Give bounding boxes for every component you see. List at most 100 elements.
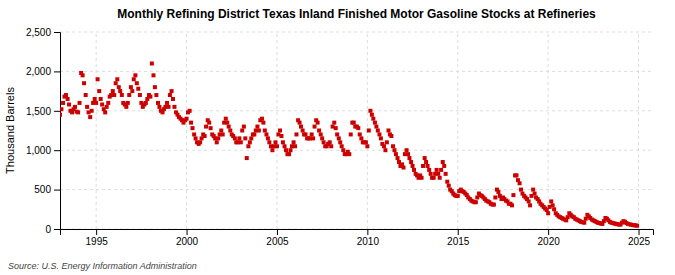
- point: [99, 97, 103, 101]
- point: [106, 101, 110, 105]
- x-grid-line: [548, 32, 549, 229]
- point: [135, 81, 139, 85]
- x-tick-label: 2010: [357, 236, 380, 247]
- point: [228, 129, 232, 133]
- point: [445, 180, 449, 184]
- point: [61, 101, 65, 105]
- point: [370, 113, 374, 117]
- point: [379, 136, 383, 140]
- point: [124, 105, 128, 109]
- y-tick-mark: [54, 150, 60, 151]
- y-tick: 2,000: [26, 66, 60, 77]
- y-axis-line: [54, 33, 61, 230]
- y-tick-label: 500: [34, 184, 51, 195]
- point: [347, 152, 351, 156]
- point: [358, 132, 362, 136]
- point: [88, 115, 92, 119]
- point: [292, 140, 296, 144]
- point: [215, 140, 219, 144]
- point: [130, 89, 134, 93]
- point: [225, 121, 229, 125]
- point: [81, 73, 85, 77]
- point: [60, 107, 63, 111]
- x-tick: 2025: [628, 229, 651, 247]
- point: [377, 132, 381, 136]
- point: [329, 144, 333, 148]
- point: [421, 164, 425, 168]
- point: [338, 140, 342, 144]
- point: [249, 136, 253, 140]
- point: [510, 203, 514, 207]
- y-grid-line: [60, 150, 653, 151]
- x-tick-mark: [187, 229, 188, 235]
- x-tick-mark: [96, 229, 97, 235]
- point: [385, 140, 389, 144]
- point: [406, 152, 410, 156]
- point: [493, 195, 497, 199]
- point: [301, 129, 305, 133]
- point: [170, 89, 174, 93]
- point: [429, 172, 433, 176]
- point: [185, 117, 189, 121]
- point: [304, 132, 308, 136]
- point: [96, 77, 100, 81]
- point: [94, 101, 98, 105]
- y-grid-line: [60, 189, 653, 190]
- y-tick: 1,000: [26, 145, 60, 156]
- point: [356, 126, 360, 130]
- y-tick-mark: [54, 229, 60, 230]
- point: [371, 117, 375, 121]
- point: [549, 199, 553, 203]
- point: [359, 136, 363, 140]
- point: [270, 148, 274, 152]
- point: [439, 168, 443, 172]
- point: [112, 93, 116, 97]
- point: [316, 121, 320, 125]
- point: [635, 224, 639, 228]
- point: [151, 73, 155, 77]
- point: [374, 125, 378, 129]
- point: [240, 129, 244, 133]
- point: [154, 93, 158, 97]
- point: [337, 136, 341, 140]
- point: [396, 156, 400, 160]
- point: [313, 125, 317, 129]
- point: [511, 193, 515, 197]
- point: [148, 95, 152, 99]
- point: [368, 109, 372, 113]
- point: [261, 121, 265, 125]
- y-tick-label: 2,000: [26, 66, 51, 77]
- point: [364, 140, 368, 144]
- point: [546, 211, 550, 215]
- x-grid-line: [276, 32, 277, 229]
- point: [402, 166, 406, 170]
- point: [278, 129, 282, 133]
- x-tick: 2000: [176, 229, 199, 247]
- point: [274, 140, 278, 144]
- point: [294, 132, 298, 136]
- point: [166, 105, 170, 109]
- point: [85, 105, 89, 109]
- x-grid-line: [186, 32, 187, 229]
- x-tick-label: 2005: [266, 236, 289, 247]
- point: [298, 121, 302, 125]
- point: [266, 136, 270, 140]
- point: [144, 101, 148, 105]
- point: [552, 207, 556, 211]
- point: [97, 89, 101, 93]
- point: [287, 152, 291, 156]
- point: [373, 121, 377, 125]
- point: [426, 164, 430, 168]
- point: [66, 97, 70, 101]
- x-grid-line: [457, 32, 458, 229]
- point: [157, 105, 161, 109]
- point: [126, 101, 130, 105]
- point: [383, 148, 387, 152]
- x-tick-label: 2020: [538, 236, 561, 247]
- y-tick-mark: [54, 111, 60, 112]
- y-grid-line: [60, 71, 653, 72]
- point: [114, 81, 118, 85]
- point: [117, 85, 121, 89]
- point: [533, 192, 537, 196]
- point: [281, 140, 285, 144]
